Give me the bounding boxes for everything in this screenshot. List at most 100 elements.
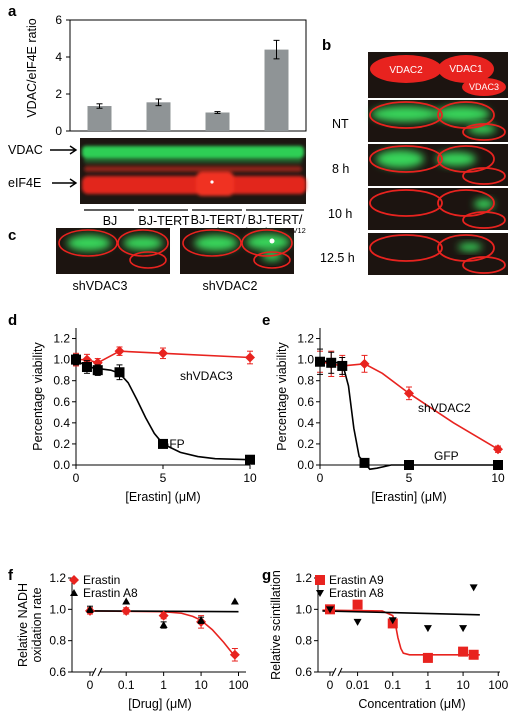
bar: [87, 106, 112, 131]
vdac-blot-label: VDAC: [8, 143, 43, 157]
protein-spot: [436, 152, 476, 166]
data-point: [315, 575, 325, 585]
panel-f: f 0.6 0.8 1.0 1.2 0 0.1 1 10 100 [Drug] (μM) Relat…: [8, 567, 249, 711]
panel-b: b VDAC2 VDAC1 VDAC3 NT 8 h 10 h 12.5 h: [320, 37, 508, 275]
data-point: [158, 348, 168, 359]
data-point: [493, 460, 503, 470]
panel-c-label: c: [8, 227, 16, 244]
panel-a-frame: [69, 19, 307, 132]
axis-break: [97, 667, 103, 677]
x-tick-label: 1: [160, 678, 167, 692]
data-point: [69, 575, 79, 585]
x-tick-label: 10: [456, 678, 470, 692]
vdac3-ellipse: [462, 78, 506, 96]
panel-c: c shVDAC3 shVDAC2: [8, 227, 294, 293]
eif4e-blot-label: eIF4E: [8, 176, 41, 190]
row-label-8h: 8 h: [332, 162, 349, 176]
x-tick-label: 0: [87, 678, 94, 692]
vdac2-outline: [369, 145, 443, 173]
x-tick-label: 100: [228, 678, 248, 692]
panel-a-label: a: [8, 3, 17, 20]
data-point: [469, 584, 478, 592]
x-tick-label: 0: [73, 471, 80, 485]
x-tick-label: 0: [327, 678, 334, 692]
panel-a-ylabel: VDAC/eIF4E ratio: [25, 18, 39, 117]
x-tick-label: 10: [194, 678, 208, 692]
row-label-10h: 10 h: [328, 207, 352, 221]
data-point: [315, 356, 325, 367]
data-point: [458, 646, 469, 657]
data-point: [468, 649, 479, 660]
data-point: [493, 444, 503, 455]
y-tick-label: 0.8: [297, 374, 314, 388]
y-axis-label: Relative NADH: [16, 583, 30, 667]
y-tick-label: 1.0: [297, 353, 314, 367]
protein-spot: [123, 236, 163, 250]
western-blot: VDAC eIF4E: [8, 138, 306, 204]
data-point: [316, 590, 324, 597]
panel-f-label: f: [8, 567, 14, 584]
fit-curve: [319, 360, 499, 450]
data-point: [423, 625, 432, 633]
y-tick-label: 0: [55, 124, 62, 138]
x-tick-label: 0.1: [118, 678, 135, 692]
y-tick-label: 0.0: [53, 458, 70, 472]
x-tick-label: 0.1: [384, 678, 401, 692]
data-point: [245, 454, 255, 465]
data-point: [352, 599, 363, 610]
y-tick-label: 0.8: [53, 374, 70, 388]
panel-g: g 0.6 0.8 1.0 1.2 0 0.01 0.1 1 10 100 Concentratio…: [262, 567, 509, 711]
protein-spot: [194, 235, 238, 251]
panel-d-label: d: [8, 312, 17, 329]
y-tick-label: 0.8: [49, 634, 66, 648]
x-tick-label: 5: [160, 471, 167, 485]
fit-curve: [322, 609, 480, 656]
y-tick-label: 2: [55, 87, 62, 101]
x-tick-label: 0: [317, 471, 324, 485]
panel-g-label: g: [262, 567, 271, 584]
panel-c-images: [56, 228, 294, 274]
protein-spot: [246, 234, 290, 250]
x-axis-label: [Erastin] (μM): [371, 490, 446, 504]
y-tick-label: 6: [55, 13, 62, 27]
series-label: GFP: [434, 449, 459, 463]
x-tick-label: 1: [425, 678, 432, 692]
data-point: [71, 354, 81, 365]
x-tick-label: 10: [243, 471, 257, 485]
x-axis-label: Concentration (μM): [358, 697, 465, 711]
data-point: [359, 358, 370, 369]
data-point: [326, 357, 337, 368]
vdac2-outline: [369, 234, 443, 262]
y-tick-label: 0.4: [297, 416, 314, 430]
y-tick-label: 1.2: [49, 571, 66, 585]
protein-spot: [67, 235, 111, 251]
data-point: [404, 388, 414, 399]
data-point: [81, 361, 92, 372]
y-tick-label: 0.6: [295, 665, 312, 679]
data-point: [158, 438, 168, 449]
legend-entry: Erastin: [83, 573, 120, 587]
panel-e-label: e: [262, 312, 270, 329]
vdac3-label: VDAC3: [469, 82, 499, 92]
vdac2-outline: [58, 229, 118, 257]
y-axis-label: oxidation rate: [30, 587, 44, 662]
data-point: [158, 610, 169, 621]
y-tick-label: 0.2: [53, 437, 70, 451]
y-axis-label: Percentage viability: [31, 342, 45, 451]
vdac-band: [82, 146, 304, 158]
panel-b-label: b: [322, 37, 331, 54]
protein-spot: [474, 199, 494, 209]
series-label: shVDAC3: [180, 369, 233, 383]
vdac1-outline: [241, 229, 293, 257]
data-point: [159, 621, 168, 628]
bar: [205, 112, 230, 131]
data-point: [121, 605, 132, 616]
bar: [264, 49, 289, 131]
panel-e: e 0.0 0.2 0.4 0.6 0.8 1.0 1.2 0 5 10 [Erastin] (μM…: [262, 312, 505, 504]
y-tick-label: 0.6: [49, 665, 66, 679]
series-label: shVDAC2: [418, 401, 471, 415]
vdac3-outline: [462, 256, 506, 274]
vdac3-outline: [253, 251, 291, 269]
data-point: [230, 597, 239, 605]
group-label-bj: BJ: [103, 214, 118, 228]
